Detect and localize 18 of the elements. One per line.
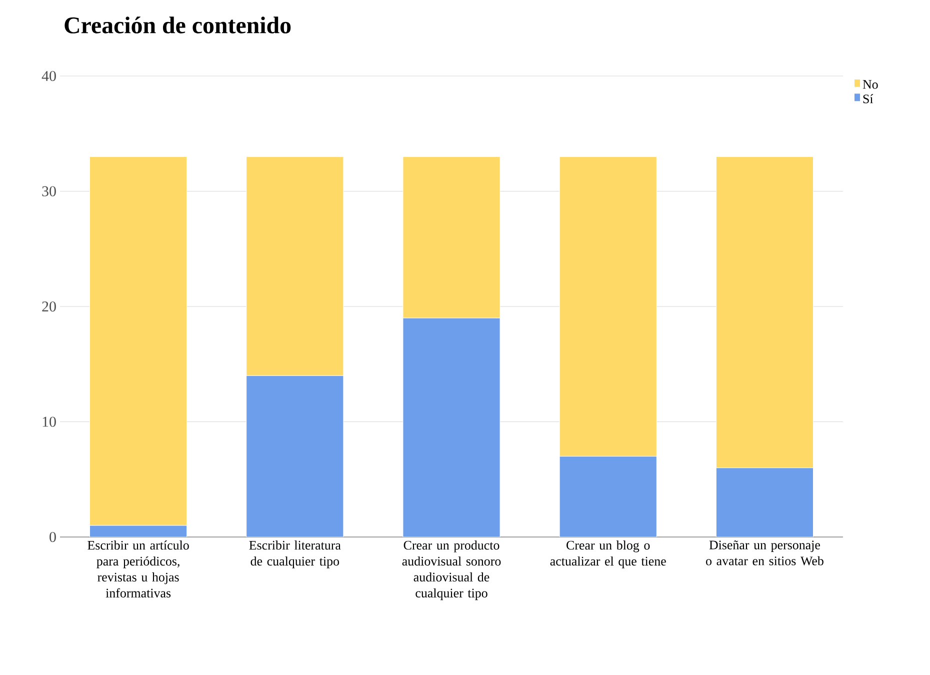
legend-label: No	[862, 80, 878, 89]
x-tick-label: Crear un producto audiovisual sonoro audiovisual de cualquier tipo	[402, 540, 501, 600]
y-tick-label: 10	[42, 416, 56, 427]
y-tick-label: 30	[42, 186, 56, 196]
y-tick-label: 0	[50, 532, 56, 542]
chart-title: Creación de contenido	[64, 16, 291, 34]
bar	[716, 468, 814, 537]
x-tick-label: Escribir literatura de cualquier tipo	[249, 540, 341, 568]
x-tick-label: Escribir un artículo para periódicos, revistas u hojas informativas	[88, 540, 189, 598]
legend-label: Sí	[863, 94, 874, 104]
y-tick-label: 20	[42, 301, 56, 312]
y-tick-label: 40	[42, 70, 56, 82]
bar	[402, 318, 500, 537]
bar	[246, 375, 344, 537]
x-tick-label: Diseñar un personaje o avatar en sitios Web	[706, 540, 824, 566]
bar	[559, 456, 657, 537]
x-tick-label: Crear un blog o actualizar el que tiene	[550, 540, 666, 568]
bar	[90, 525, 187, 537]
